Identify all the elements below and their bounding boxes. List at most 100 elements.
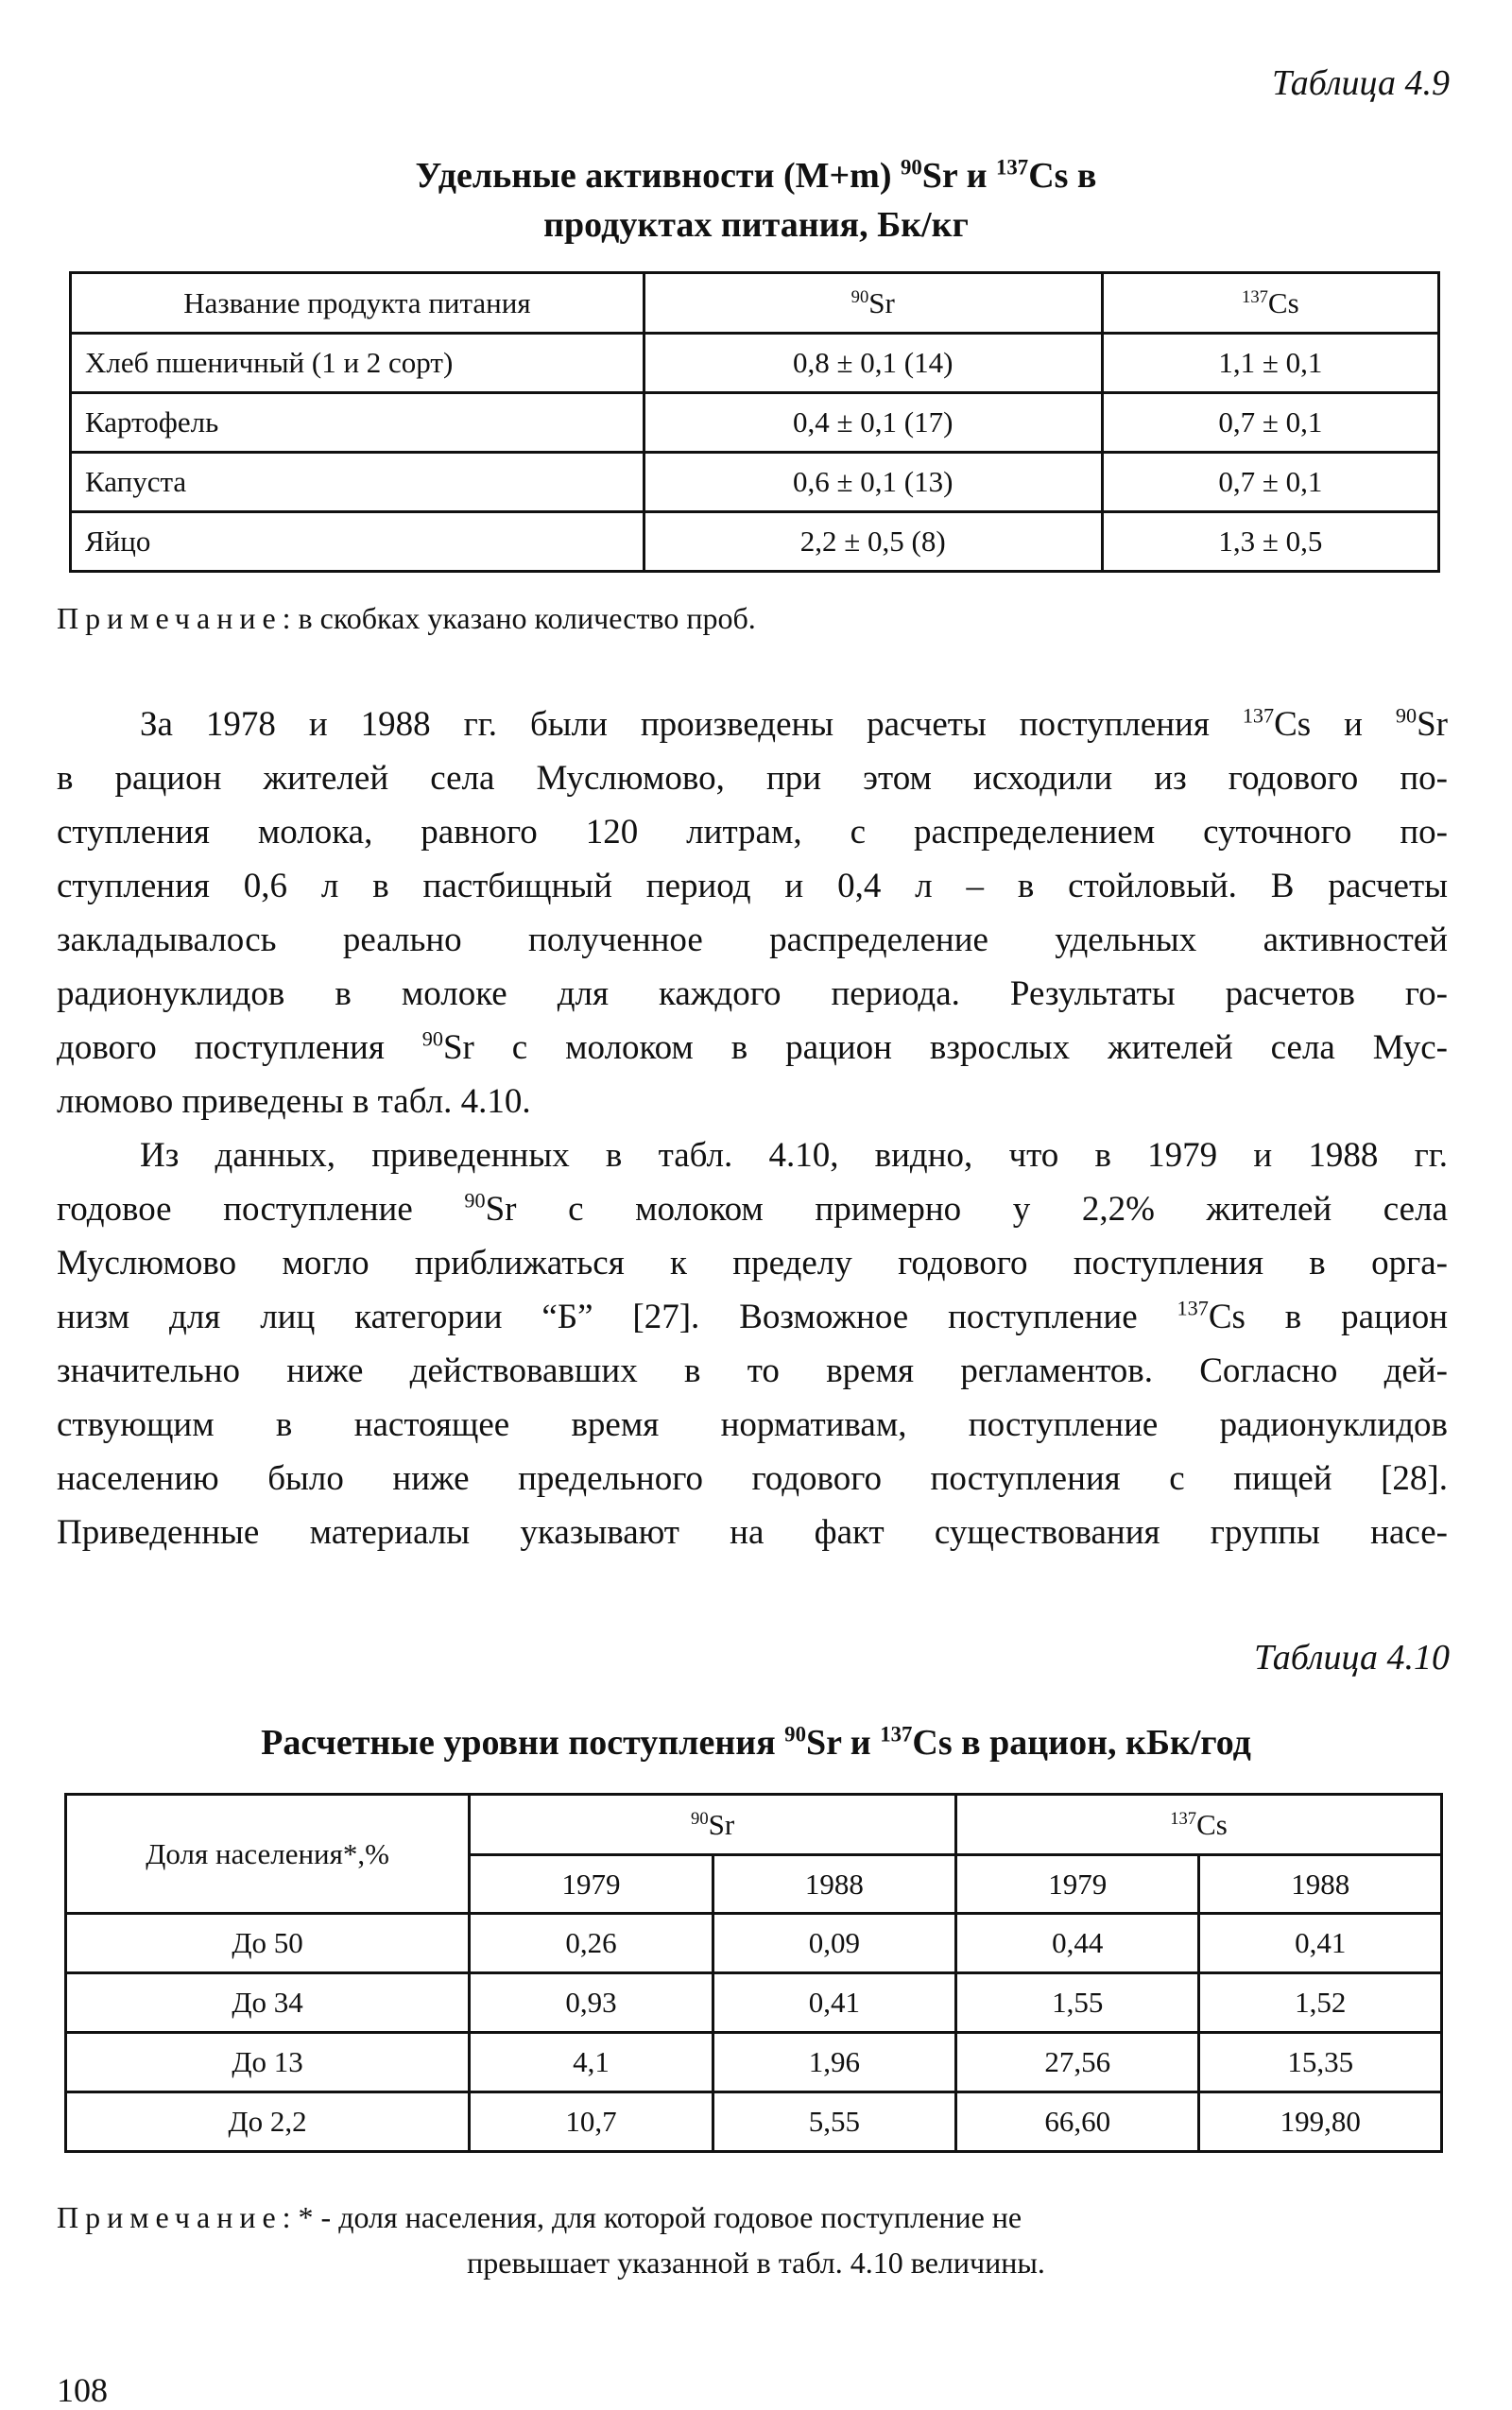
- text-run: Приведенные материалы указывают на факт …: [57, 1513, 1448, 1552]
- cell-cs1988: 15,35: [1197, 2031, 1443, 2093]
- table-label: Таблица 4.10: [1254, 1638, 1450, 1678]
- text-line: ступления 0,6 л в пастбищный период и 0,…: [57, 859, 1448, 913]
- text-line: Из данных, приведенных в табл. 4.10, вид…: [57, 1128, 1448, 1182]
- cell-share: До 34: [63, 1971, 472, 2034]
- text-run: дового поступления: [57, 1028, 422, 1067]
- page-number: 108: [57, 2371, 108, 2409]
- text-run: Cs и: [1274, 705, 1396, 744]
- text-line: в рацион жителей села Муслюмово, при это…: [57, 751, 1448, 805]
- superscript: 137: [880, 1722, 913, 1747]
- text-run: Расчетные уровни поступления: [261, 1723, 785, 1763]
- text-run: закладывалось реально полученное распред…: [57, 921, 1448, 959]
- cell-cs: 1,3 ± 0,5: [1100, 510, 1441, 573]
- table-note-line2: превышает указанной в табл. 4.10 величин…: [467, 2246, 1045, 2280]
- superscript: 90: [784, 1722, 806, 1747]
- text-run: в рацион жителей села Муслюмово, при это…: [57, 759, 1448, 798]
- header-product: Название продукта питания: [69, 271, 645, 335]
- header-cs-1988: 1988: [1197, 1853, 1443, 1915]
- cell-sr1979: 0,26: [468, 1912, 714, 1974]
- text-line: ступления молока, равного 120 литрам, с …: [57, 805, 1448, 859]
- text-run: населению было ниже предельного годового…: [57, 1459, 1448, 1498]
- header-sr90: 90Sr: [468, 1793, 958, 1856]
- table-row: До 2,2 10,7 5,55 66,60 199,80: [63, 2091, 1443, 2153]
- cell-product: Хлеб пшеничный (1 и 2 сорт): [69, 332, 645, 394]
- superscript: 90: [900, 155, 922, 180]
- table-subheader-row: 1979 1988 1979 1988: [66, 1853, 1443, 1915]
- table-title-line2: продуктах питания, Бк/кг: [0, 200, 1512, 250]
- text-line: населению было ниже предельного годового…: [57, 1452, 1448, 1506]
- text-run: продуктах питания, Бк/кг: [543, 205, 969, 245]
- cell-product: Яйцо: [69, 510, 645, 573]
- text-run: радионуклидов в молоке для каждого перио…: [57, 974, 1448, 1013]
- table-row: Яйцо 2,2 ± 0,5 (8) 1,3 ± 0,5: [69, 510, 1441, 573]
- header-sr90: 90Sr: [642, 271, 1104, 335]
- table-note: Примечание: в скобках указано количество…: [57, 601, 756, 635]
- cell-cs1988: 1,52: [1197, 1971, 1443, 2034]
- text-run: Sr с молоком в рацион взрослых жителей с…: [442, 1028, 1448, 1067]
- superscript: 137: [1177, 1296, 1209, 1320]
- header-cs-1979: 1979: [954, 1853, 1201, 1915]
- superscript: 137: [996, 155, 1029, 180]
- text-run: За 1978 и 1988 гг. были произведены расч…: [140, 705, 1243, 744]
- cell-sr: 0,6 ± 0,1 (13): [642, 451, 1104, 513]
- cell-sr1988: 0,09: [711, 1912, 958, 1974]
- table-row: До 34 0,93 0,41 1,55 1,52: [63, 1971, 1443, 2034]
- text-run: годовое поступление: [57, 1190, 465, 1229]
- table-row: Хлеб пшеничный (1 и 2 сорт) 0,8 ± 0,1 (14…: [69, 332, 1441, 394]
- cell-cs: 1,1 ± 0,1: [1100, 332, 1441, 394]
- cell-sr1988: 0,41: [711, 1971, 958, 2034]
- cell-share: До 2,2: [63, 2091, 472, 2153]
- text-run: ступления молока, равного 120 литрам, с …: [57, 813, 1448, 852]
- cell-sr1979: 10,7: [468, 2091, 714, 2153]
- cell-sr: 2,2 ± 0,5 (8): [642, 510, 1104, 573]
- cell-sr: 0,8 ± 0,1 (14): [642, 332, 1104, 394]
- cell-share: До 50: [63, 1912, 472, 1974]
- text-line: люмово приведены в табл. 4.10.: [57, 1075, 1448, 1128]
- table-row: До 13 4,1 1,96 27,56 15,35: [63, 2031, 1443, 2093]
- text-line: значительно ниже действовавших в то врем…: [57, 1344, 1448, 1398]
- header-cs137: 137Cs: [954, 1793, 1443, 1856]
- text-line: За 1978 и 1988 гг. были произведены расч…: [57, 697, 1448, 751]
- text-run: Sr и: [921, 156, 996, 196]
- cell-share: До 13: [63, 2031, 472, 2093]
- header-sr-1979: 1979: [468, 1853, 714, 1915]
- text-line: Приведенные материалы указывают на факт …: [57, 1506, 1448, 1559]
- text-run: Sr и: [805, 1723, 881, 1763]
- text-run: значительно ниже действовавших в то врем…: [57, 1351, 1448, 1390]
- cell-sr1979: 4,1: [468, 2031, 714, 2093]
- table-row: Капуста 0,6 ± 0,1 (13) 0,7 ± 0,1: [69, 451, 1441, 513]
- table-label: Таблица 4.9: [1272, 63, 1450, 103]
- text-run: Из данных, приведенных в табл. 4.10, вид…: [140, 1136, 1448, 1175]
- cell-cs1988: 0,41: [1197, 1912, 1443, 1974]
- superscript: 137: [1242, 703, 1275, 728]
- cell-sr: 0,4 ± 0,1 (17): [642, 391, 1104, 454]
- text-run: Sr с молоком примерно у 2,2% жителей сел…: [485, 1190, 1448, 1229]
- superscript: 90: [421, 1026, 443, 1051]
- text-line: низм для лиц категории “Б” [27]. Возможн…: [57, 1290, 1448, 1344]
- text-run: Cs в: [1028, 156, 1097, 196]
- cell-cs1979: 1,55: [954, 1971, 1201, 2034]
- text-run: Муслюмово могло приближаться к пределу г…: [57, 1244, 1448, 1282]
- cell-cs: 0,7 ± 0,1: [1100, 391, 1441, 454]
- text-run: Удельные активности (М+m): [415, 156, 901, 196]
- cell-product: Картофель: [69, 391, 645, 454]
- table-header-row: Название продукта питания 90Sr 137Cs: [69, 271, 1441, 335]
- text-run: Cs в рацион: [1208, 1298, 1449, 1336]
- text-line: дового поступления 90Sr с молоком в раци…: [57, 1021, 1448, 1075]
- cell-sr1979: 0,93: [468, 1971, 714, 2034]
- text-run: низм для лиц категории “Б” [27]. Возможн…: [57, 1298, 1177, 1336]
- cell-cs1979: 0,44: [954, 1912, 1201, 1974]
- text-line: годовое поступление 90Sr с молоком приме…: [57, 1182, 1448, 1236]
- text-run: ступления 0,6 л в пастбищный период и 0,…: [57, 867, 1448, 905]
- table-row: Картофель 0,4 ± 0,1 (17) 0,7 ± 0,1: [69, 391, 1441, 454]
- text-line: радионуклидов в молоке для каждого перио…: [57, 967, 1448, 1021]
- header-share: Доля населения*,%: [63, 1793, 472, 1915]
- header-sr-1988: 1988: [711, 1853, 958, 1915]
- text-line: закладывалось реально полученное распред…: [57, 913, 1448, 967]
- body-text: За 1978 и 1988 гг. были произведены расч…: [57, 697, 1448, 1559]
- superscript: 90: [1395, 703, 1418, 728]
- table-row: До 50 0,26 0,09 0,44 0,41: [63, 1912, 1443, 1974]
- cell-cs: 0,7 ± 0,1: [1100, 451, 1441, 513]
- text-line: ствующим в настоящее время нормативам, п…: [57, 1398, 1448, 1452]
- text-run: Cs в рацион, кБк/год: [912, 1723, 1251, 1763]
